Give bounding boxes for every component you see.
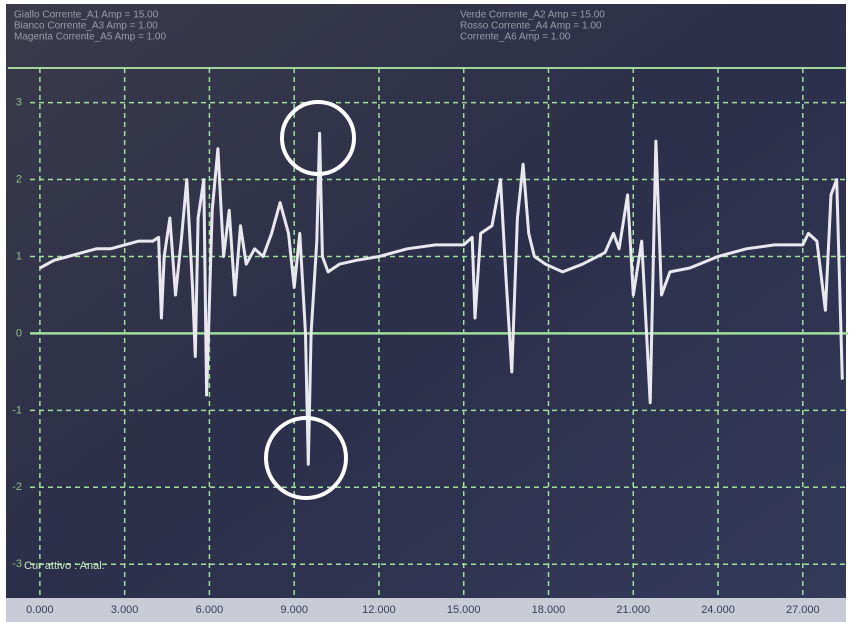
channel-label: Bianco Corrente_A3 Amp = 1.00 (14, 21, 158, 32)
x-tick-label: 24.000 (701, 604, 735, 616)
oscilloscope-photo: Giallo Corrente_A1 Amp = 15.00Bianco Cor… (0, 0, 851, 622)
channel-label: Corrente_A6 Amp = 1.00 (460, 32, 571, 43)
y-tick-label: -2 (12, 481, 22, 493)
x-tick-label: 3.000 (111, 604, 139, 616)
y-tick-label: -1 (12, 404, 22, 416)
screen (6, 4, 846, 600)
x-tick-label: 0.000 (26, 604, 54, 616)
x-tick-label: 18.000 (532, 604, 566, 616)
cursor-label: Cur attivo : Anal. (24, 560, 105, 572)
y-tick-label: 1 (16, 250, 22, 262)
y-tick-label: 3 (16, 97, 22, 109)
y-tick-label: 0 (16, 327, 22, 339)
y-tick-label: -3 (12, 558, 22, 570)
x-tick-label: 21.000 (616, 604, 650, 616)
channel-label: Rosso Corrente_A4 Amp = 1.00 (460, 21, 602, 32)
x-tick-label: 9.000 (280, 604, 308, 616)
y-tick-label: 2 (16, 173, 22, 185)
channel-label: Magenta Corrente_A5 Amp = 1.00 (14, 32, 166, 43)
channel-label: Verde Corrente_A2 Amp = 15.00 (460, 10, 605, 21)
x-tick-label: 15.000 (447, 604, 481, 616)
x-tick-label: 27.000 (786, 604, 820, 616)
channel-label: Giallo Corrente_A1 Amp = 15.00 (14, 10, 159, 21)
x-tick-label: 6.000 (196, 604, 224, 616)
x-tick-label: 12.000 (362, 604, 396, 616)
